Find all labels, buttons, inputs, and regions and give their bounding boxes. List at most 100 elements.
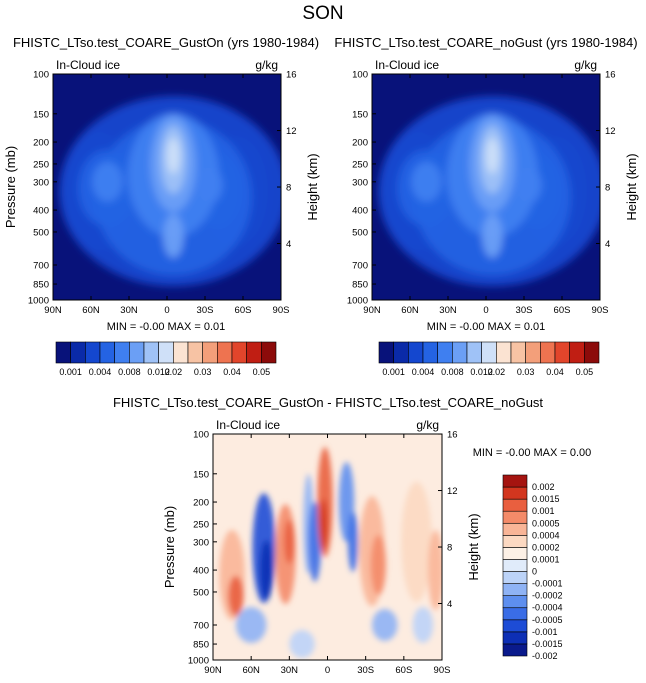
colorbar-label: 0.0005 [532, 518, 560, 528]
contour-blob [412, 606, 434, 643]
minmax-label: MIN = -0.00 MAX = 0.00 [473, 447, 592, 459]
height-tick-label: 8 [605, 183, 610, 194]
x-tick-label: 0 [164, 305, 169, 316]
colorbar-swatch [422, 341, 438, 364]
y-tick-label: 400 [33, 206, 49, 217]
height-tick-label: 16 [605, 70, 616, 81]
colorbar-swatch [158, 341, 174, 364]
colorbar-swatch [554, 341, 570, 364]
colorbar-label: 0 [532, 567, 537, 577]
x-tick-label: 90S [434, 665, 451, 676]
colorbar-swatch [502, 619, 528, 633]
y-tick-label: 100 [193, 430, 209, 441]
height-tick-label: 8 [447, 543, 452, 554]
y-tick-label: 150 [193, 469, 209, 480]
y-tick-label: 400 [352, 206, 368, 217]
x-tick-label: 60N [242, 665, 260, 676]
colorbar-swatch [452, 341, 468, 364]
right-axis-label: Height (km) [466, 513, 481, 580]
colorbar-swatch [502, 535, 528, 548]
panel-title: FHISTC_LTso.test_COARE_noGust (yrs 1980-… [334, 35, 637, 50]
colorbar-swatch [202, 341, 218, 364]
colorbar-label: 0.03 [194, 367, 212, 377]
x-tick-label: 0 [483, 305, 488, 316]
y-tick-label: 250 [33, 159, 49, 170]
colorbar-swatch [129, 341, 145, 364]
colorbar-label: 0.004 [412, 367, 435, 377]
colorbar-label: 0.05 [253, 367, 271, 377]
colorbar-swatch [502, 595, 528, 609]
y-tick-label: 400 [193, 566, 209, 577]
height-tick-label: 16 [447, 430, 458, 441]
y-tick-label: 850 [352, 280, 368, 291]
colorbar-label: 0.008 [441, 367, 464, 377]
colorbar-label: 0.002 [532, 482, 555, 492]
colorbar-swatch [99, 341, 115, 364]
height-tick-label: 16 [286, 70, 297, 81]
y-tick-label: 300 [33, 177, 49, 188]
contour-blob [319, 498, 328, 549]
right-axis-label: Height (km) [305, 153, 320, 220]
y-tick-label: 500 [352, 227, 368, 238]
colorbar-swatch [502, 498, 528, 512]
colorbar-label: 0.008 [118, 367, 141, 377]
contour-blob [92, 161, 123, 202]
colorbar-swatch [408, 341, 424, 364]
contour-blob [486, 137, 499, 174]
x-tick-label: 30N [281, 665, 299, 676]
y-tick-label: 300 [193, 537, 209, 548]
colorbar-label: 0.004 [89, 367, 112, 377]
y-tick-label: 200 [352, 138, 368, 149]
colorbar-swatch [502, 510, 528, 524]
y-tick-label: 700 [193, 620, 209, 631]
x-tick-label: 90S [273, 305, 290, 316]
y-tick-label: 1000 [347, 296, 368, 307]
x-tick-label: 30S [357, 665, 374, 676]
contour-blob [197, 167, 223, 204]
y-tick-label: 250 [352, 159, 368, 170]
contour-blob [401, 481, 432, 602]
variable-label: In-Cloud ice [375, 58, 439, 72]
contour-blob [289, 630, 315, 659]
units-label: g/kg [574, 58, 597, 72]
colorbar-label: 0.04 [223, 367, 241, 377]
colorbar-label: 0.001 [59, 367, 82, 377]
y-tick-label: 850 [33, 280, 49, 291]
colorbar-swatch [246, 341, 262, 364]
colorbar-swatch [502, 571, 528, 584]
colorbar-swatch [502, 547, 528, 560]
colorbar-swatch [55, 341, 71, 364]
panel-no-gust: FHISTC_LTso.test_COARE_noGust (yrs 1980-… [334, 35, 639, 377]
colorbar-label: 0.001 [532, 506, 555, 516]
colorbar-label: -0.001 [532, 627, 558, 637]
colorbar-swatch [114, 341, 130, 364]
contour-blob [516, 167, 542, 204]
panel-gust-on: FHISTC_LTso.test_COARE_GustOn (yrs 1980-… [3, 35, 320, 377]
colorbar-swatch [525, 341, 541, 364]
x-tick-label: 60S [235, 305, 252, 316]
contour-blob [167, 137, 180, 174]
colorbar-swatch [502, 559, 528, 572]
y-axis-label: Pressure (mb) [162, 506, 177, 588]
x-tick-label: 90S [592, 305, 609, 316]
x-tick-label: 60S [395, 665, 412, 676]
contour-blob [482, 213, 503, 258]
y-tick-label: 1000 [188, 656, 209, 667]
colorbar-swatch [437, 341, 453, 364]
x-tick-label: 30N [439, 305, 457, 316]
height-tick-label: 4 [605, 239, 610, 250]
variable-label: In-Cloud ice [56, 58, 120, 72]
colorbar-label: 0.0015 [532, 494, 560, 504]
colorbar-swatch [231, 341, 247, 364]
height-tick-label: 4 [286, 239, 291, 250]
contour-field [59, 96, 281, 287]
colorbar-label: 0.05 [576, 367, 594, 377]
colorbar-label: -0.002 [532, 651, 558, 661]
y-tick-label: 250 [193, 519, 209, 530]
y-tick-label: 500 [193, 587, 209, 598]
y-tick-label: 500 [33, 227, 49, 238]
x-tick-label: 60S [554, 305, 571, 316]
colorbar-label: -0.0005 [532, 615, 563, 625]
y-tick-label: 100 [352, 70, 368, 81]
colorbar-swatch [569, 341, 585, 364]
